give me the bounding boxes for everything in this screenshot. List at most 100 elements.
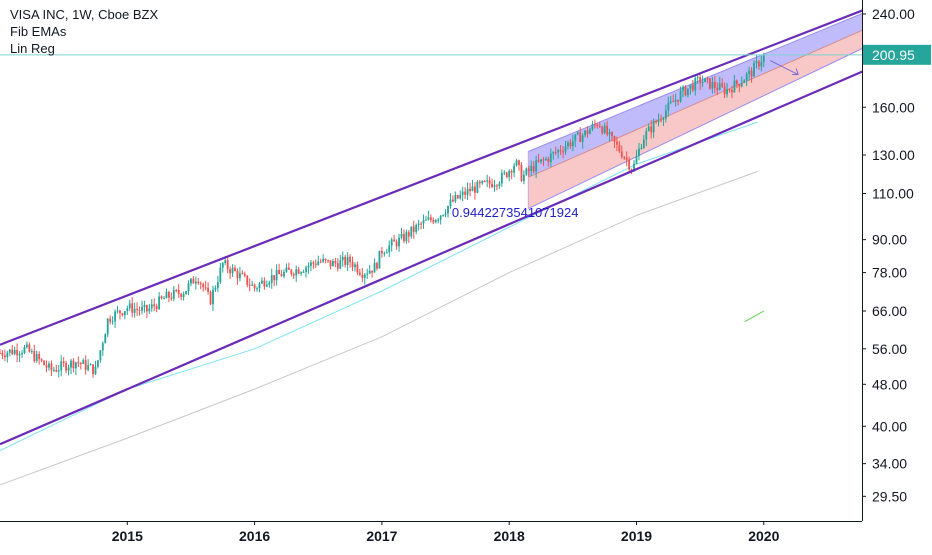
candle-body <box>696 77 699 79</box>
candle-body <box>1 353 4 356</box>
candle-body <box>407 232 410 237</box>
candle-body <box>476 181 479 193</box>
candle-body <box>417 223 420 225</box>
candle-body <box>515 160 518 166</box>
candle-body <box>21 352 23 355</box>
candle-body <box>400 233 403 238</box>
candle-body <box>55 369 58 372</box>
candle-body <box>398 237 400 247</box>
candle-body <box>241 273 244 275</box>
candle-body <box>246 275 249 285</box>
candle-body <box>508 170 511 178</box>
candle-body <box>341 256 344 261</box>
x-tick-label: 2017 <box>366 528 397 544</box>
candle-body <box>743 80 746 83</box>
candle-body <box>598 126 601 128</box>
candle-body <box>642 139 645 149</box>
projection-arrow <box>769 60 799 76</box>
candle-body <box>510 170 513 173</box>
candle-body <box>689 84 692 89</box>
candle-body <box>731 89 733 93</box>
candle-body <box>43 360 45 366</box>
candle-body <box>540 159 542 162</box>
candle-body <box>329 260 332 267</box>
candle-body <box>596 124 599 127</box>
candle-body <box>667 102 670 111</box>
candle-body <box>248 284 251 286</box>
candle-body <box>167 291 170 298</box>
candle-body <box>99 350 102 361</box>
candle-body <box>128 303 131 309</box>
candle-body <box>109 318 112 322</box>
candle-body <box>138 309 141 311</box>
candle-body <box>368 270 371 274</box>
candle-body <box>603 125 606 134</box>
y-tick-label: 40.00 <box>872 418 907 434</box>
candle-body <box>280 274 283 277</box>
candle-body <box>312 262 315 264</box>
candle-body <box>268 282 271 285</box>
candle-body <box>185 291 187 295</box>
candle-body <box>126 308 129 312</box>
candle-body <box>175 290 178 292</box>
candle-body <box>464 191 467 195</box>
candle-body <box>706 78 709 80</box>
candle-body <box>547 158 550 163</box>
candle-body <box>158 296 161 309</box>
candle-body <box>62 361 65 364</box>
candle-body <box>444 213 447 216</box>
candle-body <box>474 186 476 193</box>
candle-body <box>567 142 569 147</box>
candle-body <box>640 148 643 150</box>
candle-body <box>35 353 38 362</box>
candle-body <box>287 267 290 270</box>
candle-body <box>589 129 591 134</box>
candle-body <box>229 269 232 274</box>
candle-body <box>745 74 748 81</box>
candle-body <box>679 90 682 102</box>
candle-body <box>753 63 755 77</box>
projection-arrow-head <box>792 68 799 76</box>
candle-body <box>432 219 435 223</box>
indicator-lin-reg[interactable]: Lin Reg <box>10 41 55 56</box>
candle-body <box>544 158 547 160</box>
candle-body <box>410 226 413 237</box>
candle-body <box>505 172 508 178</box>
channel-upper-line <box>0 8 867 346</box>
candle-body <box>155 306 158 309</box>
candle-body <box>652 121 655 133</box>
candle-body <box>8 349 11 353</box>
candle-body <box>356 264 359 273</box>
candle-body <box>106 318 109 335</box>
y-tick-label: 160.00 <box>872 99 915 115</box>
candle-body <box>314 263 317 265</box>
candle-body <box>265 284 268 287</box>
candle-body <box>718 83 721 90</box>
candle-body <box>319 261 322 263</box>
candle-body <box>6 352 9 358</box>
y-tick-label: 78.00 <box>872 265 907 281</box>
candle-body <box>16 349 19 356</box>
candle-body <box>307 265 310 268</box>
candle-body <box>664 110 667 119</box>
candle-body <box>459 194 462 199</box>
candle-body <box>611 132 613 137</box>
candle-body <box>302 271 305 273</box>
candle-body <box>672 101 675 103</box>
candle-body <box>376 262 378 269</box>
symbol-title[interactable]: VISA INC, 1W, Cboe BZX <box>10 7 159 22</box>
candle-body <box>143 305 146 307</box>
candle-body <box>153 304 156 307</box>
candle-body <box>518 160 520 165</box>
candle-body <box>119 310 121 314</box>
candle-body <box>532 165 535 172</box>
candle-body <box>684 86 687 96</box>
indicator-fib-emas[interactable]: Fib EMAs <box>10 24 67 39</box>
candle-body <box>415 224 418 232</box>
candle-body <box>94 366 97 375</box>
candle-body <box>699 77 702 84</box>
y-tick-label: 130.00 <box>872 147 915 163</box>
candle-body <box>290 269 293 275</box>
